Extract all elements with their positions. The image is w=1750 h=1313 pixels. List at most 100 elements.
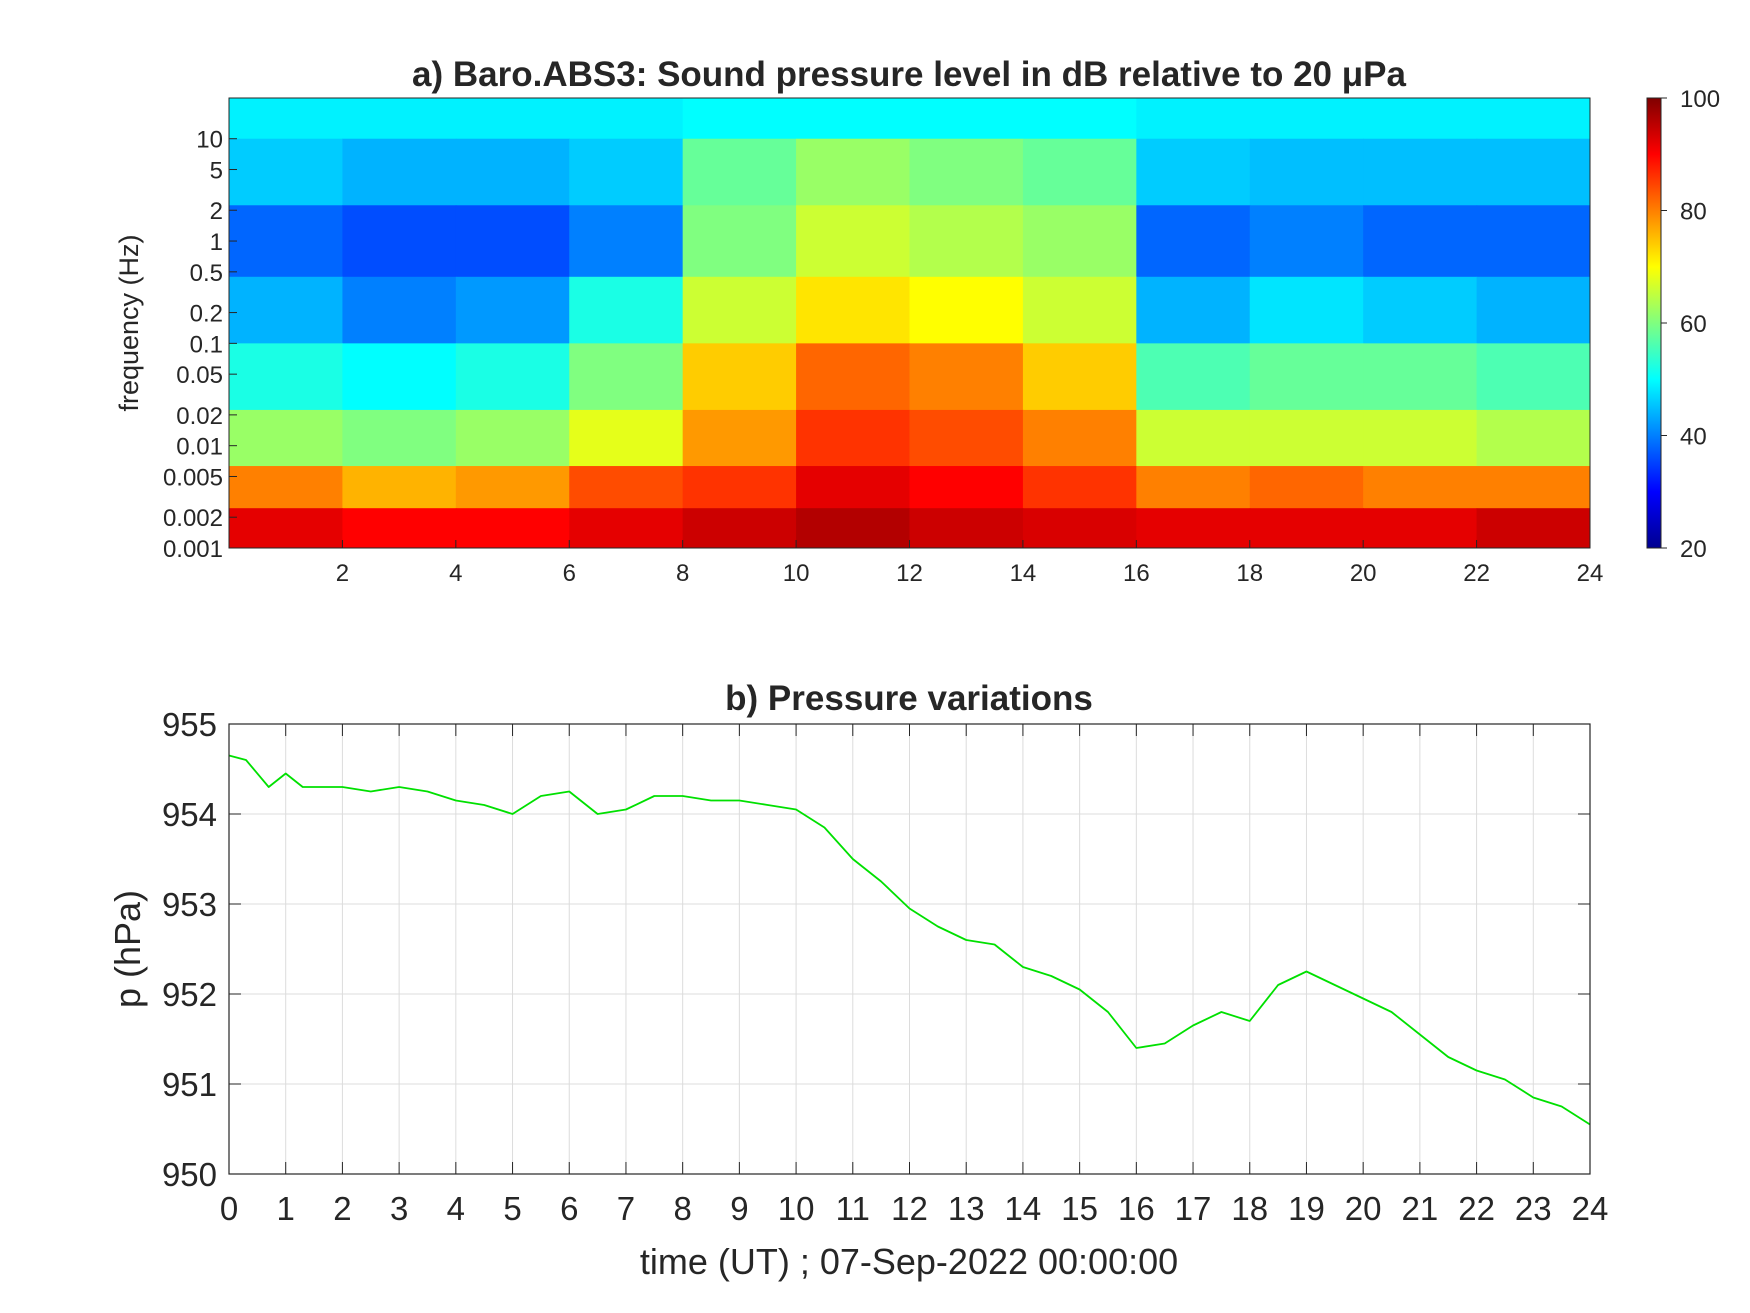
spectrogram-cell <box>1249 98 1364 140</box>
spectrogram-x-tick-label: 18 <box>1236 560 1263 587</box>
pressure-grid <box>228 723 1591 1175</box>
spectrogram-cell <box>1136 343 1251 411</box>
spectrogram-cell <box>796 466 911 509</box>
spectrogram-y-tick-label: 10 <box>196 127 223 154</box>
pressure-x-tick-label: 0 <box>220 1190 238 1227</box>
colorbar-tick-label: 60 <box>1680 311 1707 338</box>
spectrogram-cell <box>455 508 570 548</box>
colorbar-ticks: 100 80 60 40 20 <box>1661 86 1720 563</box>
spectrogram-cell <box>1022 98 1137 140</box>
spectrogram-cell <box>1136 466 1251 509</box>
spectrogram-cell <box>455 466 570 509</box>
pressure-x-tick-label: 17 <box>1175 1190 1212 1227</box>
spectrogram-ylabel: frequency (Hz) <box>114 234 144 411</box>
colorbar-gradient <box>1646 97 1662 549</box>
spectrogram-cell <box>1022 466 1137 509</box>
spectrogram-cell <box>1476 508 1590 548</box>
colorbar: 100 80 60 40 20 <box>1646 86 1720 563</box>
spectrogram-cell <box>909 138 1024 206</box>
spectrogram-cell <box>229 276 344 344</box>
spectrogram-cell <box>1136 409 1251 467</box>
spectrogram-x-tick-label: 4 <box>449 560 462 587</box>
spectrogram-panel: a) Baro.ABS3: Sound pressure level in dB… <box>114 55 1603 587</box>
spectrogram-cell <box>1249 343 1364 411</box>
pressure-y-tick-label: 953 <box>162 886 217 923</box>
spectrogram-cell <box>909 98 1024 140</box>
pressure-title: b) Pressure variations <box>725 679 1093 718</box>
spectrogram-cell <box>569 343 684 411</box>
pressure-ylabel: p (hPa) <box>107 890 148 1008</box>
spectrogram-cell <box>1249 138 1364 206</box>
pressure-x-tick-label: 15 <box>1061 1190 1098 1227</box>
spectrogram-cell <box>1476 409 1590 467</box>
pressure-x-tick-label: 18 <box>1231 1190 1268 1227</box>
spectrogram-cell <box>1363 205 1478 278</box>
pressure-x-tick-label: 2 <box>333 1190 351 1227</box>
pressure-x-tick-label: 22 <box>1458 1190 1495 1227</box>
spectrogram-cell <box>1363 138 1478 206</box>
spectrogram-y-tick-label: 0.5 <box>190 260 223 287</box>
spectrogram-cell <box>1363 409 1478 467</box>
pressure-x-tick-label: 19 <box>1288 1190 1325 1227</box>
spectrogram-y-tick-label: 0.005 <box>163 464 223 491</box>
spectrogram-cell <box>1476 276 1590 344</box>
spectrogram-cell <box>229 409 344 467</box>
pressure-x-tick-label: 1 <box>277 1190 295 1227</box>
spectrogram-x-tick-label: 20 <box>1350 560 1377 587</box>
spectrogram-cell <box>455 409 570 467</box>
spectrogram-cell <box>682 138 797 206</box>
spectrogram-y-tick-label: 1 <box>210 229 223 256</box>
spectrogram-cell <box>342 98 457 140</box>
pressure-x-tick-label: 13 <box>948 1190 985 1227</box>
spectrogram-cell <box>1476 138 1590 206</box>
pressure-panel: b) Pressure variations 0 1 2 3 4 5 6 7 8 9 10 11 12 1… <box>107 679 1608 1282</box>
spectrogram-cell <box>1363 508 1478 548</box>
pressure-x-tick-label: 4 <box>447 1190 465 1227</box>
spectrogram-x-tick-label: 10 <box>783 560 810 587</box>
spectrogram-y-tick-label: 0.001 <box>163 536 223 563</box>
spectrogram-x-ticks: 2 4 6 8 10 12 14 16 18 20 22 24 <box>336 540 1604 587</box>
spectrogram-cell <box>1022 508 1137 548</box>
spectrogram-cell <box>682 205 797 278</box>
spectrogram-cell <box>909 205 1024 278</box>
spectrogram-cell <box>229 205 344 278</box>
spectrogram-x-tick-label: 24 <box>1577 560 1604 587</box>
spectrogram-cell <box>229 98 344 140</box>
pressure-y-tick-label: 952 <box>162 976 217 1013</box>
spectrogram-cell <box>342 508 457 548</box>
pressure-x-ticks: 0 1 2 3 4 5 6 7 8 9 10 11 12 13 14 15 16 17 18 19 20 21 22 23 24 <box>220 724 1608 1227</box>
pressure-xlabel: time (UT) ; 07-Sep-2022 00:00:00 <box>640 1241 1178 1282</box>
spectrogram-cell <box>1476 205 1590 278</box>
spectrogram-x-tick-label: 12 <box>896 560 923 587</box>
pressure-x-tick-label: 8 <box>673 1190 691 1227</box>
spectrogram-cell <box>682 343 797 411</box>
spectrogram-cell <box>1022 138 1137 206</box>
pressure-line <box>228 754 1591 1126</box>
spectrogram-cell <box>1022 205 1137 278</box>
pressure-x-tick-label: 7 <box>617 1190 635 1227</box>
spectrogram-y-tick-label: 0.05 <box>176 362 223 389</box>
pressure-x-tick-label: 14 <box>1005 1190 1042 1227</box>
spectrogram-y-tick-label: 0.02 <box>176 403 223 430</box>
spectrogram-cell <box>796 98 911 140</box>
spectrogram-cell <box>1136 98 1251 140</box>
pressure-x-tick-label: 3 <box>390 1190 408 1227</box>
spectrogram-cell <box>796 205 911 278</box>
spectrogram-cell <box>909 409 1024 467</box>
spectrogram-cell <box>569 466 684 509</box>
spectrogram-cell <box>342 276 457 344</box>
pressure-x-tick-label: 11 <box>836 1190 870 1227</box>
spectrogram-cell <box>342 138 457 206</box>
spectrogram-cell <box>1249 508 1364 548</box>
pressure-y-ticks: 955 954 953 952 951 950 <box>162 706 1590 1193</box>
spectrogram-cell <box>1249 409 1364 467</box>
colorbar-tick-label: 100 <box>1680 86 1720 113</box>
spectrogram-cell <box>229 343 344 411</box>
spectrogram-y-tick-label: 0.002 <box>163 505 223 532</box>
pressure-x-tick-label: 6 <box>560 1190 578 1227</box>
spectrogram-cell <box>229 138 344 206</box>
spectrogram-cell <box>1136 138 1251 206</box>
spectrogram-cell <box>342 343 457 411</box>
spectrogram-cell <box>1363 466 1478 509</box>
